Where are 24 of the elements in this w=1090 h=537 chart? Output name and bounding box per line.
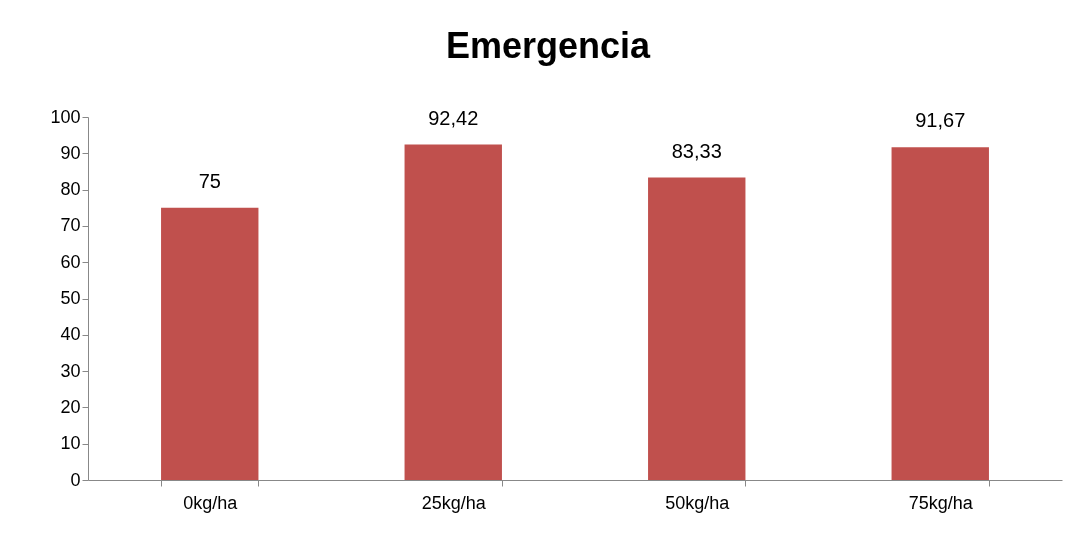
x-tick-label: 0kg/ha (183, 492, 239, 513)
x-tick-label: 25kg/ha (421, 492, 487, 513)
y-tick-label: 80 (60, 179, 81, 200)
data-label: 92,42 (428, 106, 479, 129)
y-tick-label: 0 (70, 469, 81, 490)
y-tick-label: 60 (60, 251, 81, 272)
chart-title: Emergencia (445, 25, 652, 66)
y-tick-label: 20 (60, 396, 81, 417)
y-tick-label: 90 (60, 142, 81, 163)
data-label: 75 (198, 169, 221, 192)
bar (404, 144, 502, 480)
y-tick-label: 40 (60, 324, 81, 345)
y-tick-label: 30 (60, 360, 81, 381)
bar (161, 207, 259, 480)
y-tick-label: 10 (60, 433, 81, 454)
bar (891, 147, 989, 480)
x-tick-label: 50kg/ha (665, 492, 731, 513)
y-tick-label: 70 (60, 215, 81, 236)
y-tick-label: 50 (60, 288, 81, 308)
data-label: 83,33 (671, 139, 722, 162)
data-label: 91,67 (915, 109, 966, 132)
y-tick-label: 100 (50, 106, 81, 127)
bar (648, 177, 746, 480)
x-tick-label: 75kg/ha (908, 492, 974, 513)
